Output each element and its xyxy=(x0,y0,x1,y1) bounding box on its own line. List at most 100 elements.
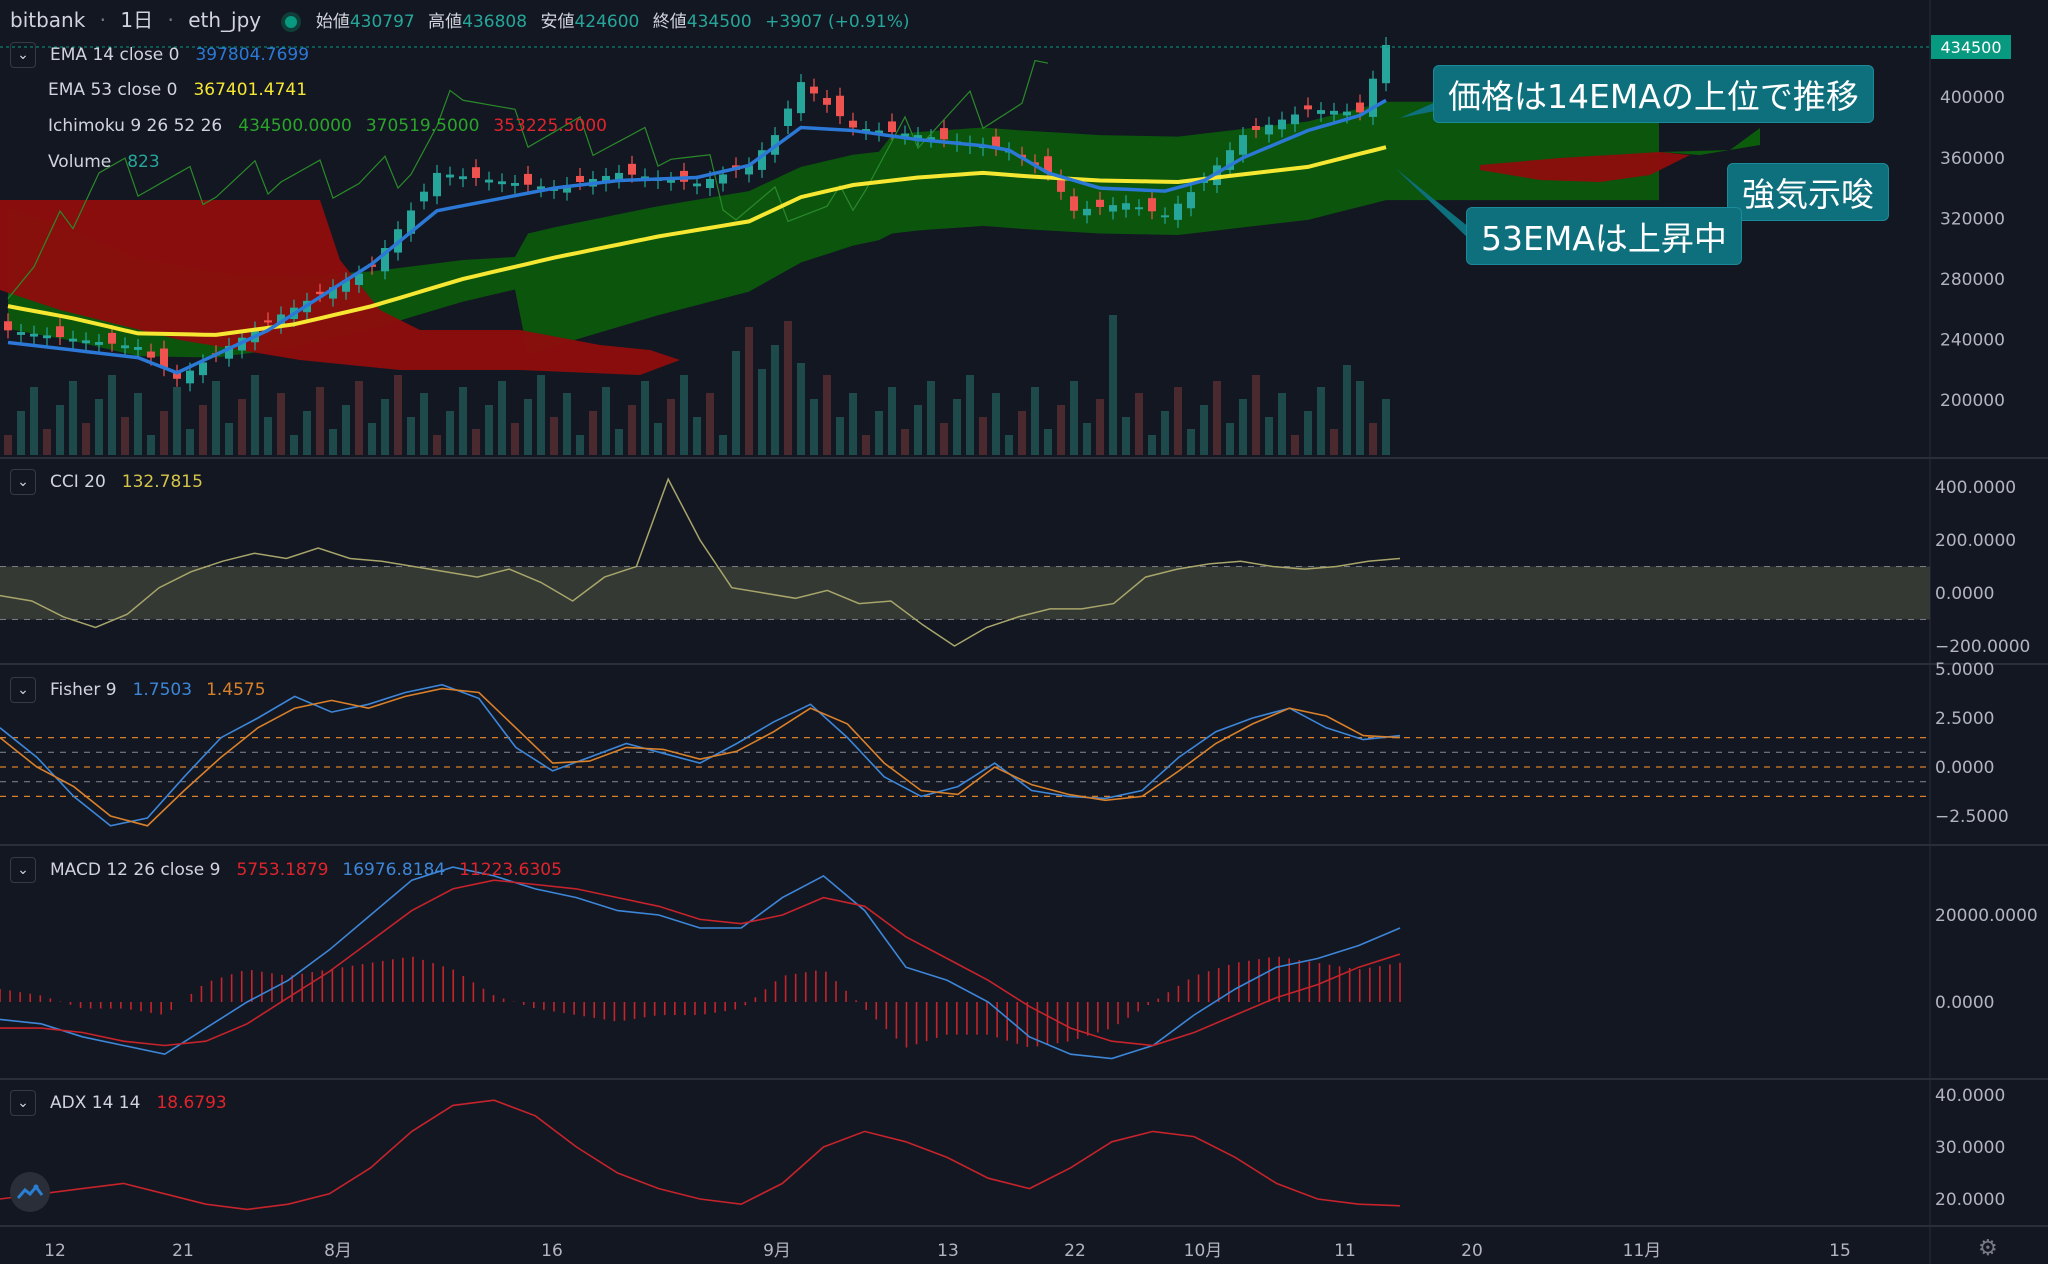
legend-adx[interactable]: ⌄ ADX 14 14 18.6793 xyxy=(10,1090,241,1116)
time-axis-label: 16 xyxy=(541,1241,563,1261)
adx-axis-label: 30.0000 xyxy=(1935,1138,2005,1158)
candle-body xyxy=(498,181,506,185)
candle-body xyxy=(1330,110,1338,115)
collapse-chevron-icon[interactable]: ⌄ xyxy=(10,469,36,495)
candle-body xyxy=(355,273,363,285)
time-axis-label: 21 xyxy=(172,1241,194,1261)
collapse-chevron-icon[interactable]: ⌄ xyxy=(10,857,36,883)
annotation-price-above-ema14[interactable]: 価格は14EMAの上位で推移 xyxy=(1434,66,1873,122)
cci-axis-label: 200.0000 xyxy=(1935,531,2016,551)
volume-bar xyxy=(199,405,207,455)
candle-body xyxy=(4,321,12,331)
low-label: 安値 xyxy=(540,12,575,32)
volume-bar xyxy=(875,411,883,455)
high-value: 436808 xyxy=(462,12,528,32)
time-axis-label: 11 xyxy=(1334,1241,1356,1261)
candle-body xyxy=(472,167,480,178)
collapse-chevron-icon[interactable]: ⌄ xyxy=(10,677,36,703)
volume-bar xyxy=(680,375,688,455)
ichimoku-lagging-span xyxy=(7,59,1049,299)
volume-bar xyxy=(186,429,194,455)
candle-body xyxy=(199,362,207,376)
volume-bar xyxy=(940,423,948,455)
volume-bar xyxy=(472,429,480,455)
legend-volume[interactable]: Volume 823 xyxy=(48,152,160,172)
volume-bar xyxy=(1057,405,1065,455)
candle-body xyxy=(1304,105,1312,110)
candle-body xyxy=(225,345,233,359)
tradingview-logo-icon[interactable] xyxy=(10,1172,50,1212)
annotation-bullish[interactable]: 強気示唆 xyxy=(1728,164,1888,220)
volume-bar xyxy=(576,435,584,455)
open-label: 始値 xyxy=(315,12,350,32)
volume-bar xyxy=(355,381,363,455)
annotation-pointer xyxy=(1400,100,1440,118)
volume-bar xyxy=(1083,423,1091,455)
legend-macd[interactable]: ⌄ MACD 12 26 close 9 5753.1879 16976.818… xyxy=(10,857,576,883)
volume-bar xyxy=(251,375,259,455)
collapse-chevron-icon[interactable]: ⌄ xyxy=(10,42,36,68)
volume-bar xyxy=(1239,399,1247,455)
legend-ichimoku[interactable]: Ichimoku 9 26 52 26 434500.0000 370519.5… xyxy=(48,116,607,136)
volume-bar xyxy=(550,417,558,455)
candle-body xyxy=(1382,45,1390,84)
volume-bar xyxy=(1135,393,1143,455)
volume-bar xyxy=(4,435,12,455)
candle-body xyxy=(1317,110,1325,114)
cci-axis-label: 0.0000 xyxy=(1935,584,1994,604)
volume-bar xyxy=(1304,411,1312,455)
legend-cci[interactable]: ⌄ CCI 20 132.7815 xyxy=(10,469,217,495)
annotation-ema53-rising[interactable]: 53EMAは上昇中 xyxy=(1467,208,1741,264)
fisher-axis-label: 0.0000 xyxy=(1935,758,1994,778)
volume-bar xyxy=(1018,411,1026,455)
candle-body xyxy=(849,120,857,128)
candle-body xyxy=(1265,124,1273,135)
candle-body xyxy=(901,133,909,137)
candle-body xyxy=(797,82,805,114)
volume-bar xyxy=(1369,423,1377,455)
volume-bar xyxy=(420,393,428,455)
candle-body xyxy=(17,332,25,335)
volume-bar xyxy=(979,417,987,455)
macd-axis-label: 0.0000 xyxy=(1935,993,1994,1013)
volume-bar xyxy=(1330,429,1338,455)
candle-body xyxy=(836,95,844,117)
legend-ema53[interactable]: EMA 53 close 0 367401.4741 xyxy=(48,80,308,100)
settings-gear-icon[interactable]: ⚙ xyxy=(1978,1236,1998,1261)
macd-line xyxy=(0,866,1401,1060)
candle-body xyxy=(1291,114,1299,125)
candle-body xyxy=(43,335,51,339)
candle-body xyxy=(823,97,831,105)
cci-axis-label: 400.0000 xyxy=(1935,478,2016,498)
interval-label[interactable]: 1日 xyxy=(120,8,154,32)
legend-ema14[interactable]: ⌄ EMA 14 close 0 397804.7699 xyxy=(10,42,323,68)
high-label: 高値 xyxy=(428,12,463,32)
volume-bar xyxy=(1382,399,1390,455)
volume-bar xyxy=(238,399,246,455)
candle-body xyxy=(420,191,428,202)
legend-fisher[interactable]: ⌄ Fisher 9 1.7503 1.4575 xyxy=(10,677,280,703)
collapse-chevron-icon[interactable]: ⌄ xyxy=(10,1090,36,1116)
candle-body xyxy=(1057,177,1065,192)
chart-header: bitbank · 1日 · eth_jpy 始値430797 高値436808… xyxy=(10,8,910,32)
volume-bar xyxy=(1096,399,1104,455)
time-axis-label: 10月 xyxy=(1184,1241,1223,1261)
candle-body xyxy=(381,248,389,272)
candle-body xyxy=(407,210,415,234)
symbol-label[interactable]: eth_jpy xyxy=(188,8,262,32)
candle-body xyxy=(524,173,532,185)
time-axis-label: 9月 xyxy=(763,1241,791,1261)
price-axis-label: 200000 xyxy=(1940,391,2005,411)
volume-bar xyxy=(329,429,337,455)
volume-bar xyxy=(771,345,779,455)
time-axis-label: 20 xyxy=(1461,1241,1483,1261)
exchange-name[interactable]: bitbank xyxy=(10,8,86,32)
volume-bar xyxy=(1291,435,1299,455)
volume-bar xyxy=(1226,423,1234,455)
candle-body xyxy=(329,287,337,299)
candle-body xyxy=(1122,203,1130,210)
fisher-axis-label: 5.0000 xyxy=(1935,660,1994,680)
candle-body xyxy=(992,136,1000,148)
candle-body xyxy=(1096,199,1104,207)
candle-body xyxy=(30,333,38,337)
